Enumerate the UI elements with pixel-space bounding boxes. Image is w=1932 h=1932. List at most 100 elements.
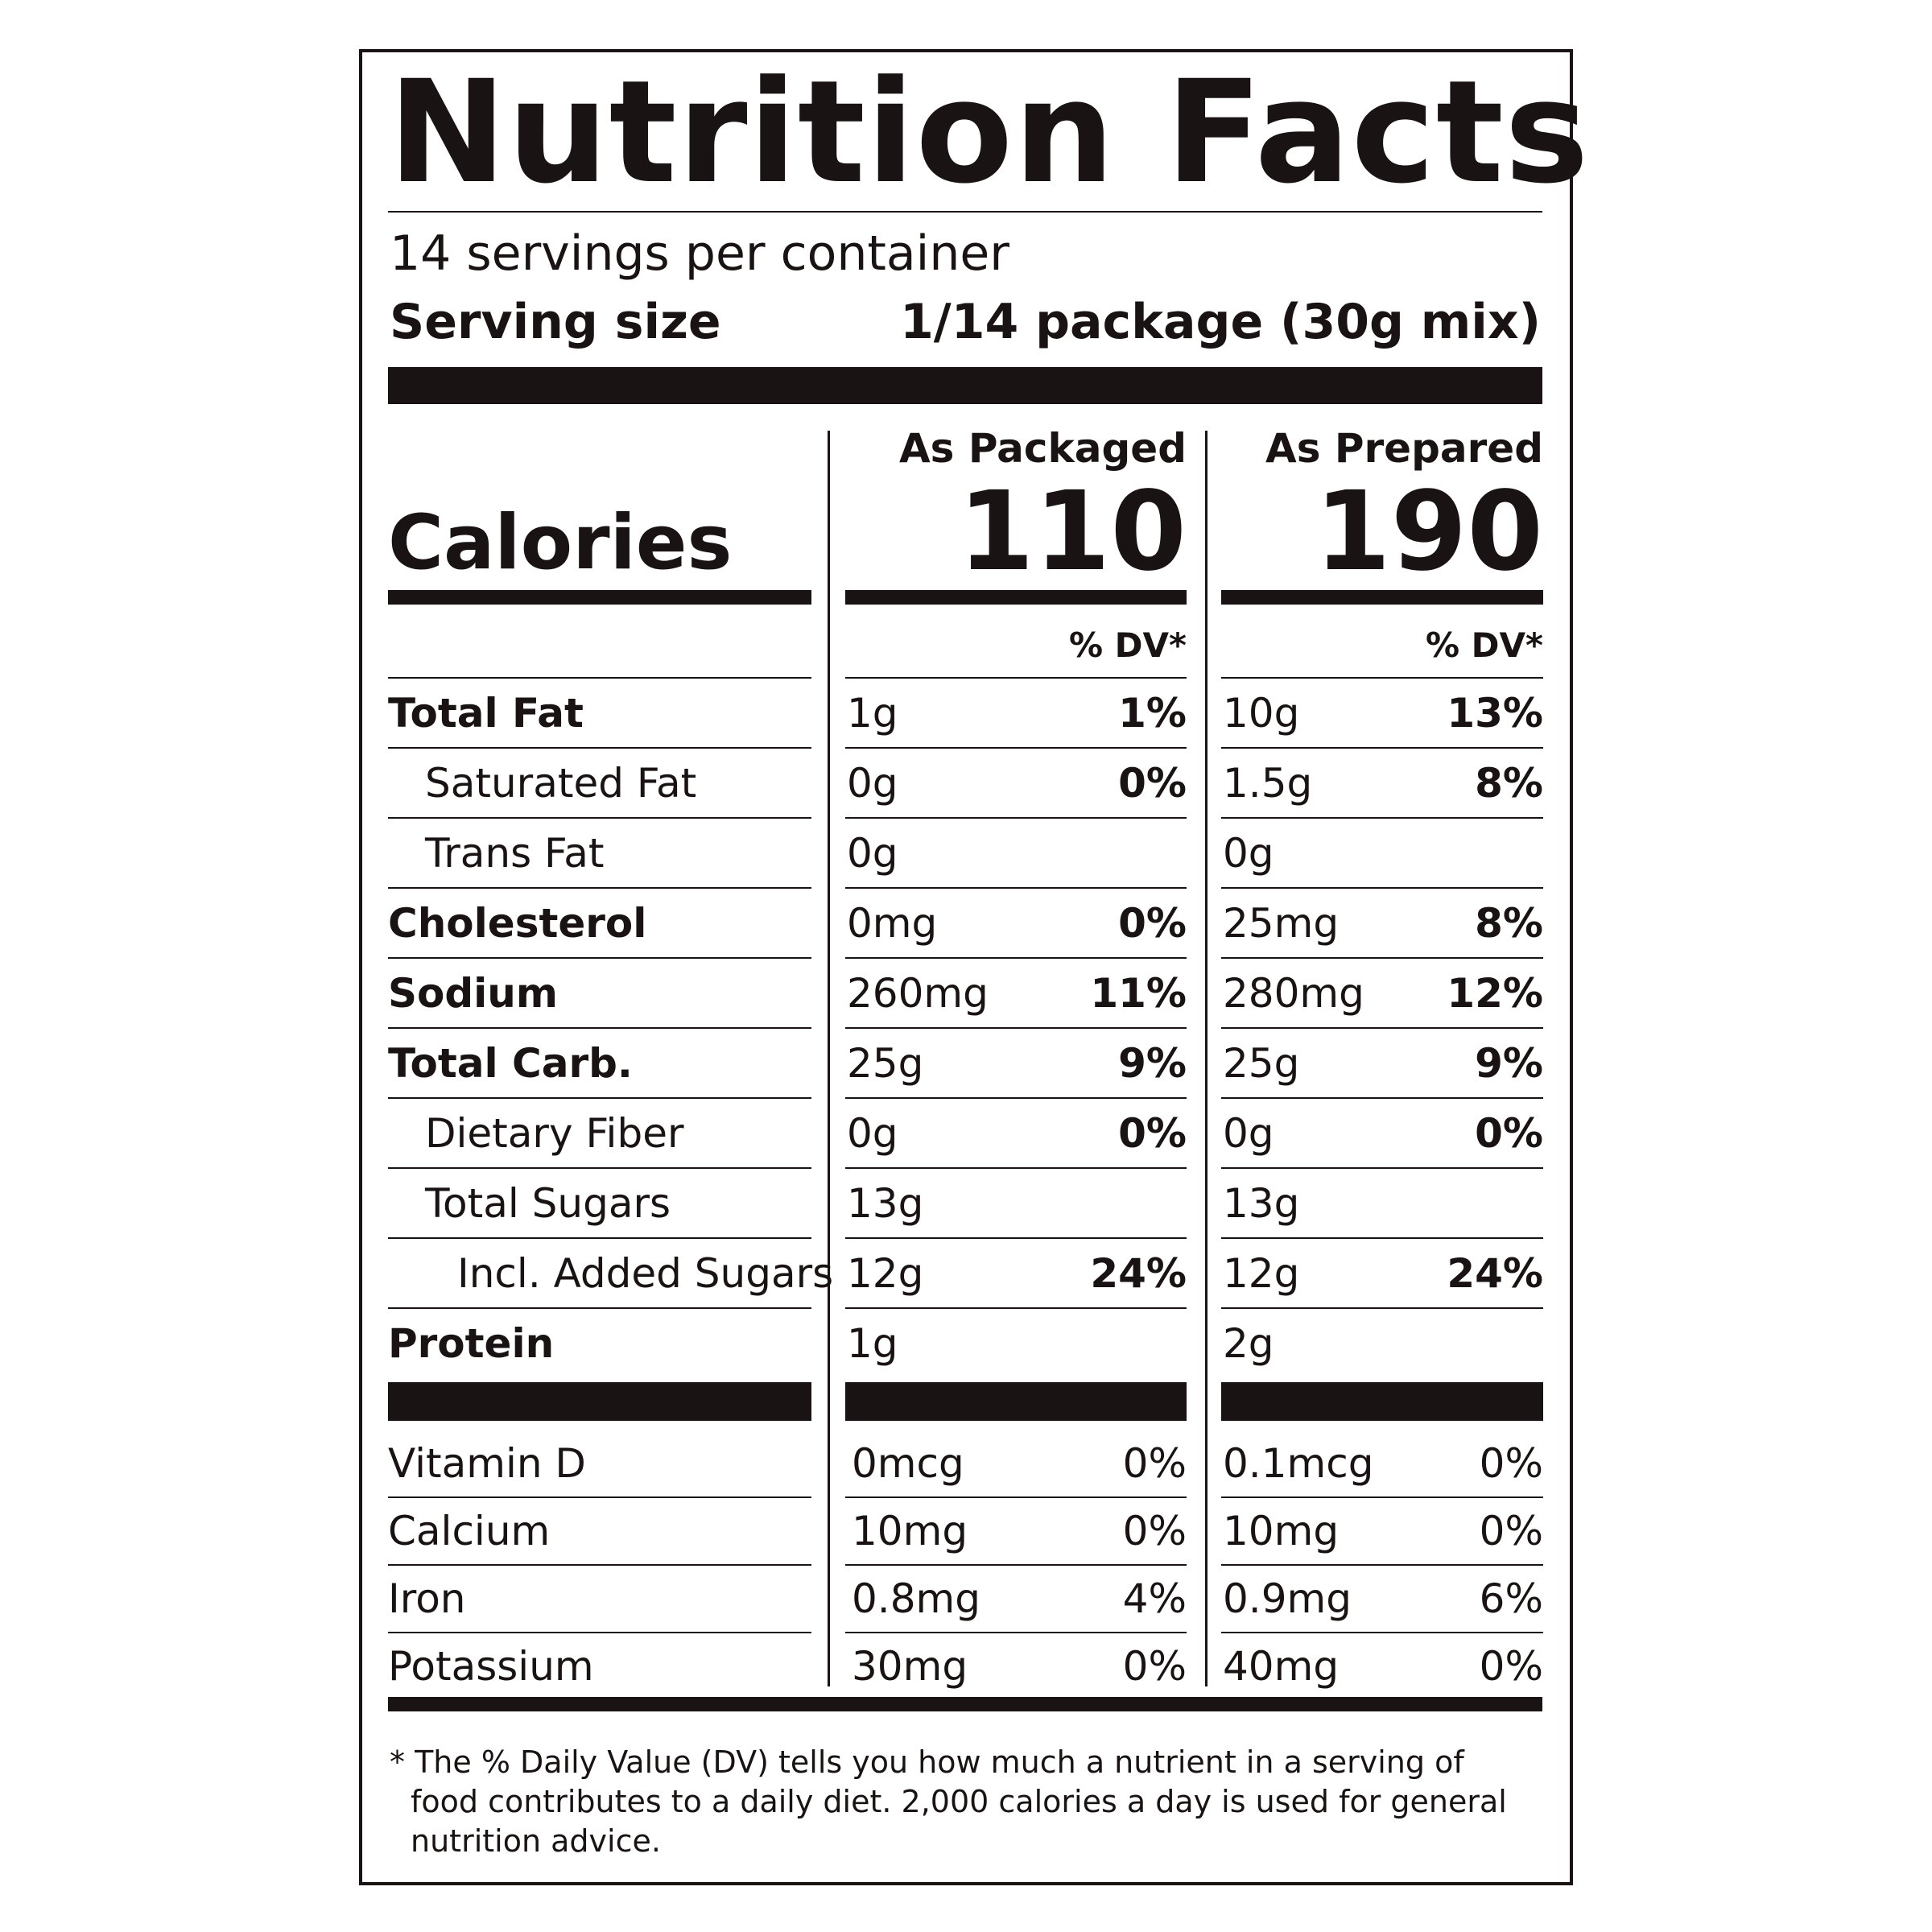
row-divider xyxy=(1221,957,1543,959)
vitamin-row: Potassium 30mg 0% 40mg 0% xyxy=(0,1633,1932,1700)
packaged-dv: 24% xyxy=(1090,1250,1187,1297)
row-divider xyxy=(845,957,1187,959)
column-divider-1 xyxy=(828,431,830,1686)
vitamin-row: Vitamin D 0mcg 0% 0.1mcg 0% xyxy=(0,1430,1932,1497)
row-divider xyxy=(845,677,1187,679)
prepared-dv xyxy=(1368,1309,1543,1379)
thick-divider-bottom xyxy=(388,1697,1542,1711)
prepared-amount: 12g xyxy=(1223,1250,1300,1297)
calories-bar-label xyxy=(388,590,811,605)
dv-header-prepared: % DV* xyxy=(1425,625,1543,665)
nutrient-name: Protein xyxy=(388,1320,555,1367)
nutrient-row: Dietary Fiber 0g 0% 0g 0% xyxy=(0,1099,1932,1169)
row-divider xyxy=(388,1167,811,1169)
packaged-dv xyxy=(1006,819,1187,889)
row-divider xyxy=(388,1632,811,1633)
calories-bar-prepared xyxy=(1221,590,1543,605)
serving-size-value: 1/14 package (30g mix) xyxy=(900,294,1541,350)
vitamin-name: Iron xyxy=(388,1575,466,1622)
packaged-amount: 12g xyxy=(847,1250,924,1297)
prepared-amount: 1.5g xyxy=(1223,760,1313,807)
calories-packaged: 110 xyxy=(958,469,1187,596)
prepared-amount: 0.1mcg xyxy=(1223,1440,1374,1487)
row-divider xyxy=(845,887,1187,889)
prepared-dv: 0% xyxy=(1479,1440,1543,1487)
footnote-line-3: nutrition advice. xyxy=(411,1823,661,1859)
as-prepared-header: As Prepared xyxy=(1265,425,1543,472)
packaged-dv xyxy=(1006,1169,1187,1239)
prepared-amount: 25g xyxy=(1223,1040,1300,1087)
calories-prepared: 190 xyxy=(1315,469,1543,596)
packaged-dv xyxy=(1006,1309,1187,1379)
prepared-dv xyxy=(1368,1169,1543,1239)
prepared-amount: 0g xyxy=(1223,830,1274,877)
nutrient-row: Protein 1g 2g xyxy=(0,1309,1932,1379)
prepared-dv: 8% xyxy=(1475,900,1543,947)
packaged-amount: 10mg xyxy=(852,1508,968,1554)
prepared-dv: 0% xyxy=(1479,1508,1543,1554)
servings-per-container: 14 servings per container xyxy=(390,225,1009,282)
label-title: Nutrition Facts xyxy=(388,50,1590,215)
row-divider xyxy=(845,1167,1187,1169)
prepared-dv: 8% xyxy=(1475,760,1543,807)
row-divider xyxy=(1221,747,1543,749)
row-divider xyxy=(388,1237,811,1239)
nutrient-row: Total Carb. 25g 9% 25g 9% xyxy=(0,1029,1932,1099)
row-divider xyxy=(845,1237,1187,1239)
row-divider xyxy=(1221,817,1543,819)
row-divider xyxy=(388,1027,811,1029)
serving-size-label: Serving size xyxy=(390,294,721,350)
as-packaged-header: As Packaged xyxy=(898,425,1187,472)
prepared-dv: 24% xyxy=(1447,1250,1543,1297)
row-divider xyxy=(388,747,811,749)
prepared-amount: 280mg xyxy=(1223,970,1364,1017)
packaged-amount: 25g xyxy=(847,1040,924,1087)
vitamin-name: Calcium xyxy=(388,1508,551,1554)
nutrient-row: Sodium 260mg 11% 280mg 12% xyxy=(0,959,1932,1029)
packaged-amount: 13g xyxy=(847,1180,924,1227)
nutrient-name: Saturated Fat xyxy=(425,760,697,807)
row-divider xyxy=(845,817,1187,819)
footnote: * The % Daily Value (DV) tells you how m… xyxy=(390,1743,1533,1861)
nutrient-name: Total Sugars xyxy=(425,1180,671,1227)
prepared-dv xyxy=(1368,819,1543,889)
vitamin-row: Iron 0.8mg 4% 0.9mg 6% xyxy=(0,1565,1932,1633)
row-divider xyxy=(388,1564,811,1566)
prepared-dv: 12% xyxy=(1447,970,1543,1017)
row-divider xyxy=(1221,1307,1543,1309)
row-divider xyxy=(388,817,811,819)
vitamin-row: Calcium 10mg 0% 10mg 0% xyxy=(0,1497,1932,1565)
packaged-amount: 0g xyxy=(847,830,898,877)
prepared-amount: 10mg xyxy=(1223,1508,1340,1554)
nutrient-name: Trans Fat xyxy=(425,830,605,877)
nutrition-label xyxy=(359,49,1573,1885)
prepared-amount: 25mg xyxy=(1223,900,1340,947)
nutrient-row: Trans Fat 0g 0g xyxy=(0,819,1932,889)
packaged-dv: 0% xyxy=(1118,760,1187,807)
row-divider xyxy=(388,1097,811,1099)
packaged-amount: 0mg xyxy=(847,900,938,947)
thick-divider-top xyxy=(388,367,1542,404)
prepared-amount: 0.9mg xyxy=(1223,1575,1352,1622)
packaged-amount: 1g xyxy=(847,1320,898,1367)
packaged-dv: 9% xyxy=(1118,1040,1187,1087)
packaged-amount: 260mg xyxy=(847,970,989,1017)
prepared-dv: 13% xyxy=(1447,690,1543,737)
row-divider xyxy=(845,1307,1187,1309)
row-divider xyxy=(1221,1496,1543,1498)
title-divider xyxy=(388,211,1542,213)
packaged-amount: 0g xyxy=(847,1110,898,1157)
nutrient-row: Total Sugars 13g 13g xyxy=(0,1169,1932,1239)
row-divider xyxy=(1221,1027,1543,1029)
nutrient-row: Incl. Added Sugars 12g 24% 12g 24% xyxy=(0,1239,1932,1309)
calories-bar-packaged xyxy=(845,590,1187,605)
column-divider-2 xyxy=(1205,431,1208,1686)
row-divider xyxy=(845,1097,1187,1099)
packaged-amount: 0mcg xyxy=(852,1440,964,1487)
row-divider xyxy=(1221,1167,1543,1169)
nutrient-name: Dietary Fiber xyxy=(425,1110,684,1157)
prepared-dv: 0% xyxy=(1475,1110,1543,1157)
nutrient-name: Sodium xyxy=(388,970,558,1017)
footnote-line-1: * The % Daily Value (DV) tells you how m… xyxy=(390,1744,1464,1780)
packaged-dv: 0% xyxy=(1118,1110,1187,1157)
